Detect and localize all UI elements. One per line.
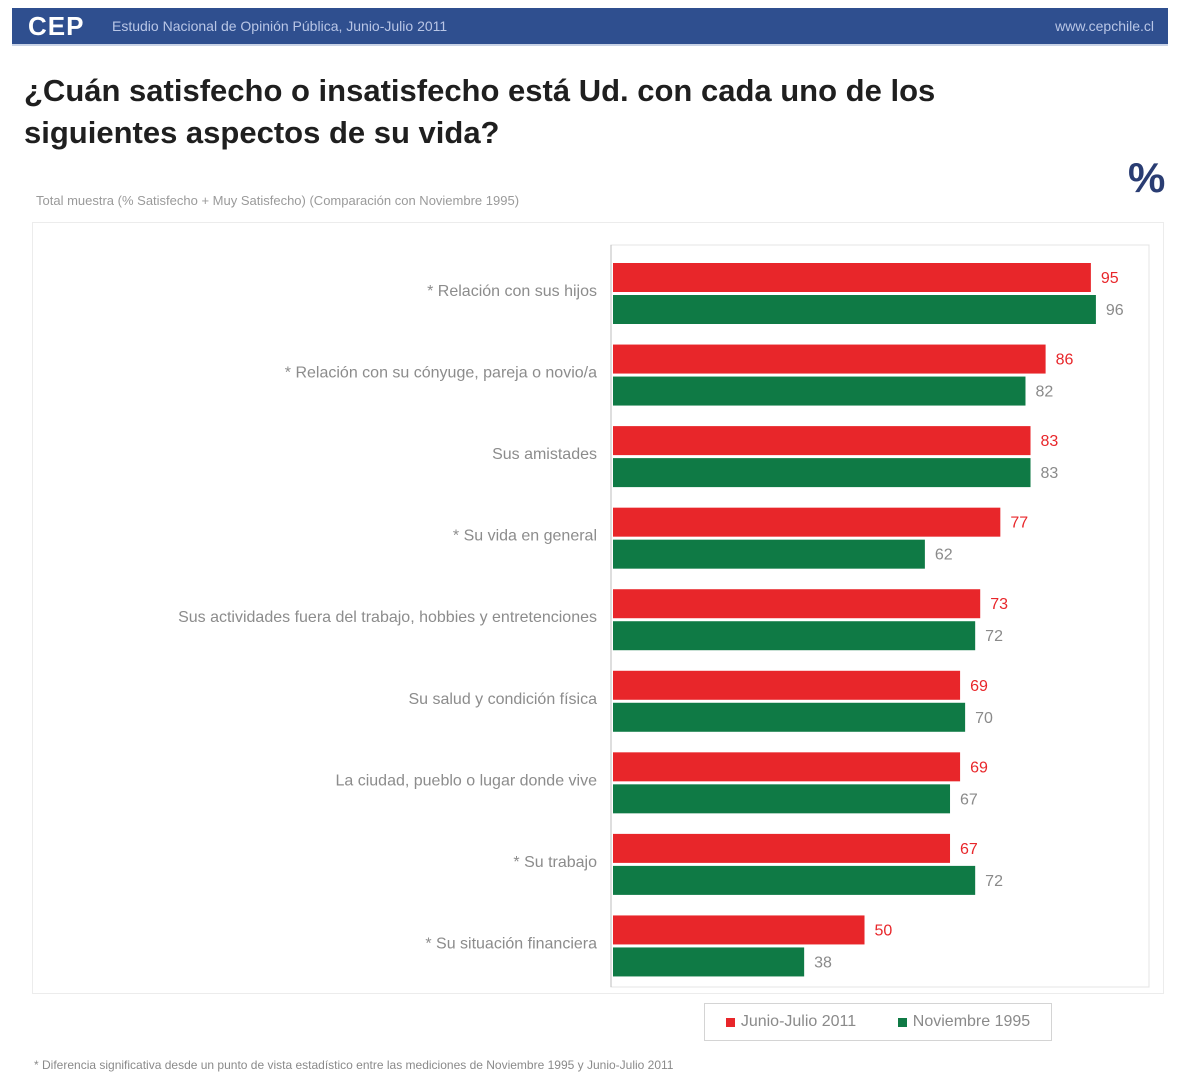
- category-label: Sus actividades fuera del trabajo, hobbi…: [178, 609, 597, 626]
- legend-item-series-2: Noviembre 1995: [897, 1013, 1031, 1031]
- data-label: 50: [875, 922, 893, 939]
- legend-label-series-2: Noviembre 1995: [912, 1013, 1031, 1030]
- brand-logo: CEP: [28, 11, 85, 41]
- bar-series-2: [613, 376, 1026, 406]
- legend-swatch-red: [725, 1017, 735, 1027]
- bar-series-1: [613, 344, 1046, 374]
- page-title: ¿Cuán satisfecho o insatisfecho está Ud.…: [24, 73, 936, 150]
- data-label: 83: [1041, 465, 1059, 482]
- legend-label-series-1: Junio-Julio 2011: [740, 1013, 857, 1030]
- bar-series-2: [613, 621, 976, 651]
- data-label: 62: [935, 547, 953, 564]
- bar-series-2: [613, 702, 966, 732]
- bar-series-1: [613, 833, 951, 863]
- bar-series-1: [613, 670, 961, 700]
- data-label: 86: [1056, 352, 1074, 369]
- legend-item-series-1: Junio-Julio 2011: [725, 1013, 857, 1031]
- data-label: 82: [1035, 384, 1053, 401]
- bar-series-1: [613, 507, 1001, 537]
- header-subtitle: Estudio Nacional de Opinión Pública, Jun…: [112, 18, 448, 34]
- bar-series-1: [613, 263, 1091, 292]
- data-label: 67: [960, 791, 978, 808]
- chart-note: Total muestra (% Satisfecho + Muy Satisf…: [36, 193, 520, 208]
- bar-series-2: [613, 947, 805, 977]
- category-label: * Su situación financiera: [425, 935, 597, 952]
- legend-swatch-green: [897, 1017, 907, 1027]
- category-label: * Relación con su cónyuge, pareja o novi…: [285, 365, 597, 382]
- bar-series-1: [613, 426, 1031, 456]
- category-label: Sus amistades: [492, 446, 597, 463]
- bar-series-2: [613, 784, 951, 814]
- data-label: 77: [1010, 515, 1028, 532]
- data-label: 38: [814, 954, 832, 971]
- category-label: La ciudad, pueblo o lugar donde vive: [335, 772, 597, 789]
- bar-series-2: [613, 539, 925, 569]
- data-label: 69: [970, 678, 988, 695]
- header-bar: CEP Estudio Nacional de Opinión Pública,…: [12, 8, 1168, 46]
- bar-series-2: [613, 458, 1031, 488]
- data-label: 72: [985, 628, 1003, 645]
- legend: Junio-Julio 2011 Noviembre 1995: [704, 1003, 1052, 1041]
- bar-series-2: [613, 295, 1096, 324]
- bar-series-1: [613, 915, 865, 945]
- header-url: www.cepchile.cl: [1055, 18, 1154, 34]
- category-label: * Su trabajo: [513, 854, 597, 871]
- data-label: 72: [985, 873, 1003, 890]
- data-label: 73: [990, 596, 1008, 613]
- footnote: * Diferencia significativa desde un punt…: [34, 1058, 674, 1072]
- percent-symbol: %: [1128, 154, 1166, 201]
- bar-series-1: [613, 752, 961, 782]
- data-label: 67: [960, 841, 978, 858]
- data-label: 70: [975, 710, 993, 727]
- category-label: Su salud y condición física: [408, 691, 597, 708]
- data-label: 83: [1041, 433, 1059, 450]
- data-label: 69: [970, 759, 988, 776]
- bar-series-2: [613, 865, 976, 895]
- category-label: * Relación con sus hijos: [427, 283, 597, 300]
- chart-frame: * Relación con sus hijos 95 96 * Relación c…: [32, 222, 1164, 994]
- bar-chart: * Relación con sus hijos 95 96 * Relación c…: [178, 244, 1150, 988]
- category-label: * Su vida en general: [453, 528, 597, 545]
- data-label: 95: [1101, 270, 1119, 287]
- bar-series-1: [613, 589, 981, 619]
- data-label: 96: [1106, 302, 1124, 319]
